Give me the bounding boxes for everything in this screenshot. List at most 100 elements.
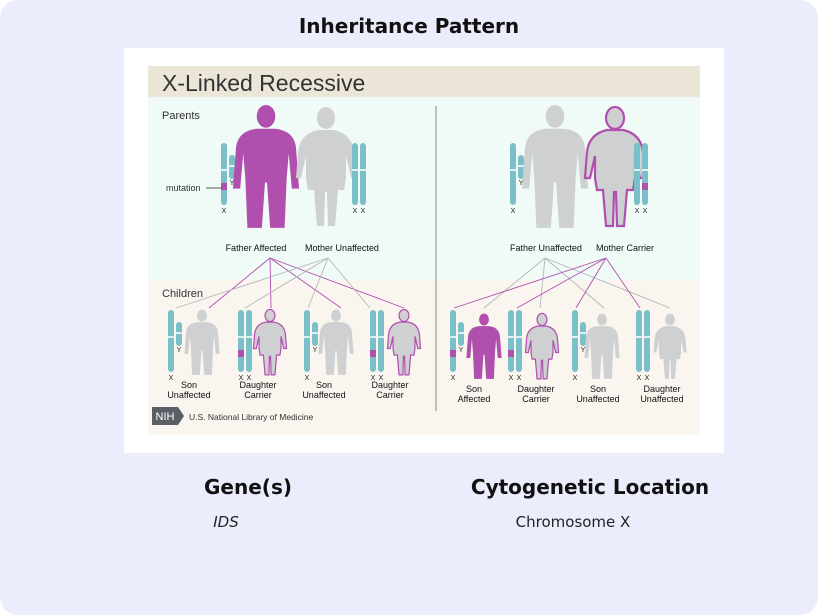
right-father-figure bbox=[521, 104, 589, 228]
lc4-chrom-x1 bbox=[370, 310, 376, 372]
lc1-chrom-x-label: X bbox=[169, 375, 174, 382]
lc4-figure bbox=[386, 308, 422, 376]
rc3-chrom-y-label: Y bbox=[581, 347, 586, 354]
right-father-lines bbox=[483, 257, 671, 309]
genes-value: IDS bbox=[213, 513, 239, 531]
right-mother-figure bbox=[583, 105, 647, 228]
title-band bbox=[148, 66, 700, 97]
rc4-chrom-x2 bbox=[644, 310, 650, 372]
rc2-figure bbox=[524, 312, 560, 380]
lc3-b: Unaffected bbox=[302, 390, 345, 400]
lc3-chrom-y-label: Y bbox=[313, 347, 318, 354]
rc3-chrom-x-label: X bbox=[573, 375, 578, 382]
lc1-figure bbox=[184, 309, 220, 375]
lc2-chrom-x1-label: X bbox=[239, 375, 244, 382]
rc4-b: Unaffected bbox=[640, 394, 683, 404]
cytogenetic-title: Cytogenetic Location bbox=[470, 475, 710, 499]
right-mother-chrom-x1-label: X bbox=[635, 208, 640, 215]
right-mother-chrom-x1 bbox=[634, 143, 640, 205]
right-mother-chrom-x2 bbox=[642, 143, 648, 205]
lc2-chrom-x1 bbox=[238, 310, 244, 372]
left-mother-chrom-x1-label: X bbox=[353, 208, 358, 215]
inheritance-diagram: X-Linked Recessive Parents Children muta… bbox=[148, 66, 700, 435]
left-mother-chrom-x2 bbox=[360, 143, 366, 205]
genes-column: Gene(s) IDS bbox=[163, 475, 333, 531]
rc1-chrom-x-label: X bbox=[451, 375, 456, 382]
rc2-chrom-x2 bbox=[516, 310, 522, 372]
right-mother-lines bbox=[453, 257, 641, 309]
left-mother-chrom-x1 bbox=[352, 143, 358, 205]
right-father-chrom-y-label: Y bbox=[519, 180, 524, 187]
right-father-chrom-x bbox=[510, 143, 516, 205]
right-father-label: Father Unaffected bbox=[510, 243, 582, 253]
nih-logo bbox=[152, 407, 178, 425]
rc1-chrom-y bbox=[458, 322, 464, 346]
right-mother-label: Mother Carrier bbox=[596, 243, 654, 253]
rc2-chrom-x1-label: X bbox=[509, 375, 514, 382]
rc1-chrom-x bbox=[450, 310, 456, 372]
rc2-chrom-x1 bbox=[508, 310, 514, 372]
diagram-title: X-Linked Recessive bbox=[162, 70, 365, 96]
rc1-figure bbox=[466, 313, 502, 379]
lc4-chrom-x2 bbox=[378, 310, 384, 372]
rc4-chrom-x1-label: X bbox=[637, 375, 642, 382]
lc3-figure bbox=[318, 309, 354, 375]
nih-badge-text: NIH bbox=[156, 411, 175, 423]
rc2-a: Daughter bbox=[517, 384, 554, 394]
left-father-chrom-x-label: X bbox=[222, 208, 227, 215]
left-father-chrom-y-label: Y bbox=[230, 180, 235, 187]
lc1-b: Unaffected bbox=[167, 390, 210, 400]
rc4-chrom-x1 bbox=[636, 310, 642, 372]
rc3-chrom-x bbox=[572, 310, 578, 372]
rc2-chrom-x2-label: X bbox=[517, 375, 522, 382]
right-father-chrom-y bbox=[518, 155, 524, 179]
genes-title: Gene(s) bbox=[204, 475, 292, 499]
lc4-b: Carrier bbox=[376, 390, 404, 400]
cytogenetic-column: Cytogenetic Location Chromosome X bbox=[455, 475, 725, 531]
rc1-b: Affected bbox=[458, 394, 491, 404]
lc2-figure bbox=[252, 308, 288, 376]
lc1-chrom-x bbox=[168, 310, 174, 372]
left-father-lines bbox=[208, 257, 405, 309]
nih-text: U.S. National Library of Medicine bbox=[189, 412, 314, 422]
lc2-b: Carrier bbox=[244, 390, 272, 400]
cytogenetic-value: Chromosome X bbox=[515, 513, 631, 531]
rc1-a: Son bbox=[466, 384, 482, 394]
section-heading: Inheritance Pattern bbox=[298, 14, 520, 38]
left-father-chrom-y bbox=[229, 155, 235, 179]
lc3-chrom-x bbox=[304, 310, 310, 372]
left-mother-label: Mother Unaffected bbox=[305, 243, 379, 253]
lc1-chrom-y bbox=[176, 322, 182, 346]
rc3-b: Unaffected bbox=[576, 394, 619, 404]
left-mother-chrom-x2-label: X bbox=[361, 208, 366, 215]
lc3-a: Son bbox=[316, 380, 332, 390]
children-label: Children bbox=[162, 288, 203, 300]
rc4-figure bbox=[653, 313, 687, 379]
lc2-chrom-x2 bbox=[246, 310, 252, 372]
rc4-a: Daughter bbox=[643, 384, 680, 394]
lc1-a: Son bbox=[181, 380, 197, 390]
left-mother-lines bbox=[175, 257, 371, 309]
right-mother-chrom-x2-label: X bbox=[643, 208, 648, 215]
lc2-chrom-x2-label: X bbox=[247, 375, 252, 382]
rc2-b: Carrier bbox=[522, 394, 550, 404]
inheritance-figure: X-Linked Recessive Parents Children muta… bbox=[124, 48, 724, 453]
left-mother-figure bbox=[296, 107, 356, 226]
lc2-a: Daughter bbox=[239, 380, 276, 390]
rc1-chrom-y-label: Y bbox=[459, 347, 464, 354]
rc3-a: Son bbox=[590, 384, 606, 394]
parents-label: Parents bbox=[162, 110, 200, 122]
rc4-chrom-x2-label: X bbox=[645, 375, 650, 382]
lc1-chrom-y-label: Y bbox=[177, 347, 182, 354]
rc3-figure bbox=[584, 313, 620, 379]
lc4-a: Daughter bbox=[371, 380, 408, 390]
lc3-chrom-x-label: X bbox=[305, 375, 310, 382]
left-father-label: Father Affected bbox=[226, 243, 287, 253]
lc3-chrom-y bbox=[312, 322, 318, 346]
left-father-figure bbox=[232, 104, 300, 228]
left-father-chrom-x bbox=[221, 143, 227, 205]
lc4-chrom-x2-label: X bbox=[379, 375, 384, 382]
right-father-chrom-x-label: X bbox=[511, 208, 516, 215]
mutation-label: mutation bbox=[166, 183, 201, 193]
